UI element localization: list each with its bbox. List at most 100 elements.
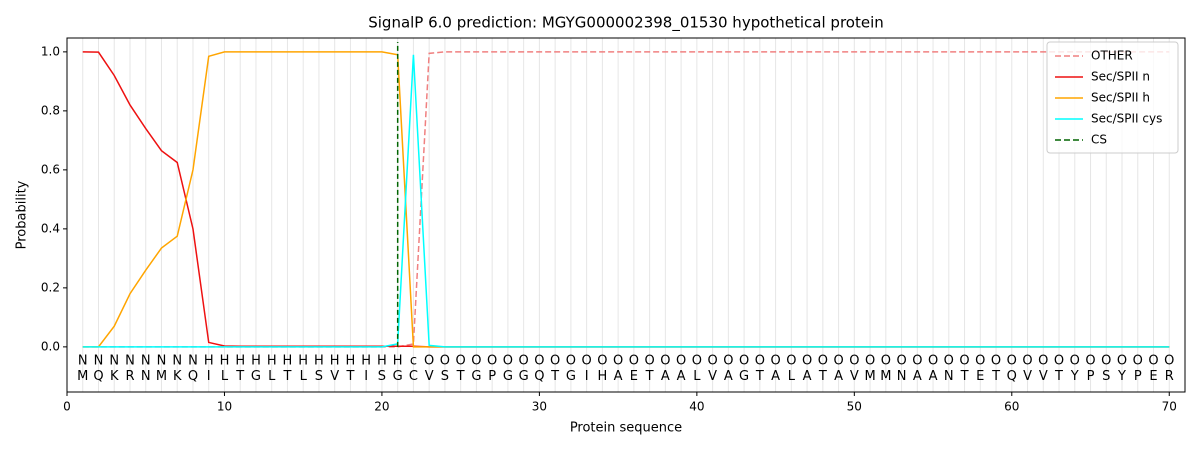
region-label: O [1038, 354, 1048, 369]
residue: T [345, 369, 354, 384]
region-label: O [471, 354, 481, 369]
region-label: O [597, 354, 607, 369]
region-label: O [566, 354, 576, 369]
y-tick-label: 0.6 [41, 162, 60, 176]
residue: G [393, 369, 403, 384]
region-label: O [1148, 354, 1158, 369]
region-label: H [314, 354, 324, 369]
region-label: O [802, 354, 812, 369]
residue: A [614, 369, 623, 384]
residue: A [834, 369, 843, 384]
region-label: N [141, 354, 151, 369]
residue: L [788, 369, 796, 384]
region-label: O [1133, 354, 1143, 369]
region-label: O [645, 354, 655, 369]
x-tick-label: 60 [1004, 400, 1019, 414]
region-label: H [377, 354, 387, 369]
residue: L [221, 369, 229, 384]
residue: P [1087, 369, 1095, 384]
region-label: O [1101, 354, 1111, 369]
residue: V [1039, 369, 1048, 384]
region-label: O [1054, 354, 1064, 369]
region-label: O [1085, 354, 1095, 369]
y-tick-label: 1.0 [41, 44, 60, 58]
residue: H [597, 369, 607, 384]
region-label: O [1070, 354, 1080, 369]
residue: G [471, 369, 481, 384]
residue: S [378, 369, 386, 384]
residue: Y [1070, 369, 1079, 384]
region-label: O [975, 354, 985, 369]
residue: V [425, 369, 434, 384]
legend-label: Sec/SPII n [1091, 70, 1150, 84]
region-label: N [188, 354, 198, 369]
region-label: H [298, 354, 308, 369]
legend-label: CS [1091, 133, 1107, 147]
region-label: O [424, 354, 434, 369]
residue: S [1102, 369, 1110, 384]
residue: T [755, 369, 764, 384]
residue: E [630, 369, 638, 384]
y-tick-label: 0.8 [41, 103, 60, 117]
residue: P [488, 369, 496, 384]
legend-label: OTHER [1091, 49, 1133, 63]
residue: V [330, 369, 339, 384]
region-label: H [235, 354, 245, 369]
region-label: O [928, 354, 938, 369]
residue: I [207, 369, 211, 384]
residue: Y [1117, 369, 1126, 384]
x-tick-label: 10 [217, 400, 232, 414]
residue: K [173, 369, 182, 384]
region-label: O [1022, 354, 1032, 369]
region-label: O [1007, 354, 1017, 369]
residue: G [566, 369, 576, 384]
region-label: O [582, 354, 592, 369]
residue: T [991, 369, 1000, 384]
residue: Q [534, 369, 544, 384]
series-line [82, 51, 1170, 348]
region-label: O [629, 354, 639, 369]
region-label: O [739, 354, 749, 369]
region-label: O [881, 354, 891, 369]
region-label: O [676, 354, 686, 369]
region-label: O [503, 354, 513, 369]
residue: M [77, 369, 88, 384]
region-label: O [534, 354, 544, 369]
region-label: N [157, 354, 167, 369]
x-tick-label: 30 [532, 400, 547, 414]
residue: G [251, 369, 261, 384]
region-label: O [456, 354, 466, 369]
series-line [82, 51, 1170, 348]
residue: G [519, 369, 529, 384]
residue: G [739, 369, 749, 384]
region-label: H [251, 354, 261, 369]
region-label: O [818, 354, 828, 369]
residue: N [141, 369, 151, 384]
region-label: O [487, 354, 497, 369]
residue: C [409, 369, 418, 384]
residue: T [1054, 369, 1063, 384]
residue: G [503, 369, 513, 384]
x-tick-label: 50 [847, 400, 862, 414]
residue: Q [1007, 369, 1017, 384]
residue: A [661, 369, 670, 384]
region-label: H [393, 354, 403, 369]
residue: R [125, 369, 134, 384]
residue: Q [93, 369, 103, 384]
residue: A [929, 369, 938, 384]
legend-label: Sec/SPII h [1091, 91, 1150, 105]
region-label: H [283, 354, 293, 369]
region-label: O [440, 354, 450, 369]
residue: T [645, 369, 654, 384]
region-label: N [94, 354, 104, 369]
region-label: O [912, 354, 922, 369]
region-label: O [692, 354, 702, 369]
series-line [82, 51, 1170, 348]
residue: Q [188, 369, 198, 384]
x-axis-label: Protein sequence [570, 421, 682, 436]
region-label: O [896, 354, 906, 369]
region-label: O [786, 354, 796, 369]
residue: R [1165, 369, 1174, 384]
residue: L [268, 369, 276, 384]
residue: E [976, 369, 984, 384]
